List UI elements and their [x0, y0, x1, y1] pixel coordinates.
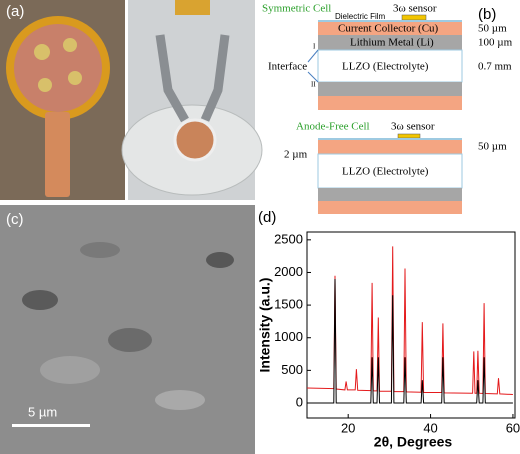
cell-title: Anode-Free Cell: [296, 121, 370, 133]
film-label: Dielectric Film: [335, 12, 386, 21]
panel-label: (a): [6, 3, 24, 20]
y-tick-label: 2000: [274, 264, 303, 279]
y-axis-label: Intensity (a.u.): [257, 278, 273, 373]
y-tick-label: 2500: [274, 231, 303, 246]
layer-label: LLZO (Electrolyte): [342, 61, 429, 73]
interface-mark: I: [313, 43, 316, 51]
x-tick-label: 60: [506, 420, 520, 435]
layer-label: Lithium Metal (Li): [350, 37, 434, 49]
panel-label: (d): [258, 209, 276, 226]
interface-label: Interface: [268, 61, 307, 73]
y-tick-label: 500: [281, 362, 303, 377]
thickness-label: 50 µm: [478, 141, 507, 153]
sensor-label: 3ω sensor: [393, 3, 437, 15]
y-tick-label: 1000: [274, 329, 303, 344]
thickness-label: 2 µm: [284, 149, 308, 161]
layer-label: Current Collector (Cu): [338, 23, 439, 35]
scale-bar-label: 5 µm: [28, 404, 57, 419]
sensor-label: 3ω sensor: [391, 121, 435, 133]
x-axis-label: 2θ, Degrees: [374, 434, 453, 450]
x-tick-label: 20: [341, 420, 355, 435]
xrd-line: [307, 278, 513, 404]
xrd-line: [306, 246, 513, 395]
sem-image: 5 µm (c): [0, 205, 255, 454]
y-tick-label: 0: [296, 394, 303, 409]
thickness-label: 100 µm: [478, 37, 513, 49]
diagram-b: (b) Symmetric Cell 3ω sensor Dielectric …: [262, 3, 513, 214]
panel-label: (b): [478, 6, 496, 23]
cell-title: Symmetric Cell: [262, 3, 331, 15]
interface-mark: II: [311, 81, 316, 89]
thickness-label: 0.7 mm: [478, 61, 512, 73]
photo-a: (a): [0, 0, 263, 200]
plot-frame: [306, 231, 516, 419]
x-tick-label: 40: [423, 420, 437, 435]
xrd-chart: (d) 2θ, Degrees Intensity (a.u.) 0 500 100…: [257, 209, 520, 450]
thickness-label: 50 µm: [478, 23, 507, 35]
y-tick-label: 1500: [274, 297, 303, 312]
layer-label: LLZO (Electrolyte): [342, 166, 429, 178]
panel-label: (c): [6, 211, 24, 228]
